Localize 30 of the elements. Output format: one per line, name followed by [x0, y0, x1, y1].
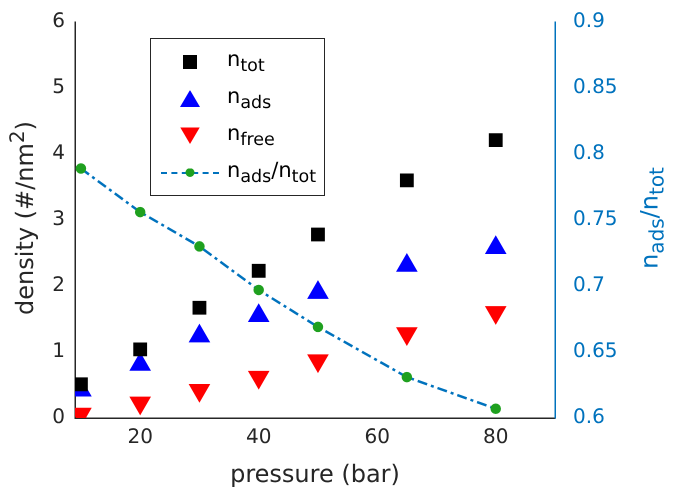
- point: [312, 322, 324, 332]
- y-tick-label: 0: [52, 404, 65, 428]
- y-tick-label: 1: [52, 338, 65, 362]
- y2-tick-label: 0.9: [573, 8, 605, 32]
- y2-tick-label: 0.85: [573, 74, 618, 98]
- legend-label: n$_{tot}$: [227, 46, 265, 76]
- y-tick-label: 4: [52, 140, 65, 164]
- x-tick-label: 60: [364, 424, 390, 448]
- y-tick-label: 6: [52, 8, 65, 32]
- y-tick-label: 5: [52, 74, 65, 98]
- point: [490, 404, 501, 414]
- y-tick-label: 2: [52, 272, 65, 296]
- x-tick-label: 20: [127, 424, 153, 448]
- legend-label: n$_{ads}$: [227, 84, 272, 114]
- point: [76, 163, 86, 174]
- legend-label: n$_{ads}$/n$_{tot}$: [227, 158, 316, 188]
- legend-label: n$_{free}$: [227, 120, 275, 150]
- y2-tick-label: 0.65: [573, 338, 618, 362]
- point: [253, 284, 264, 296]
- x-axis-title: pressure (bar): [230, 460, 400, 488]
- x-tick-label: 40: [246, 424, 272, 448]
- y2-tick-label: 0.7: [573, 272, 605, 296]
- point: [134, 206, 146, 218]
- y2-tick-label: 0.8: [573, 140, 605, 164]
- point: [402, 372, 412, 382]
- y2-tick-label: 0.75: [573, 206, 618, 230]
- x-tick-label: 80: [483, 424, 508, 448]
- y2-tick-label: 0.6: [573, 404, 605, 428]
- point: [194, 241, 205, 252]
- y-tick-label: 3: [52, 206, 65, 230]
